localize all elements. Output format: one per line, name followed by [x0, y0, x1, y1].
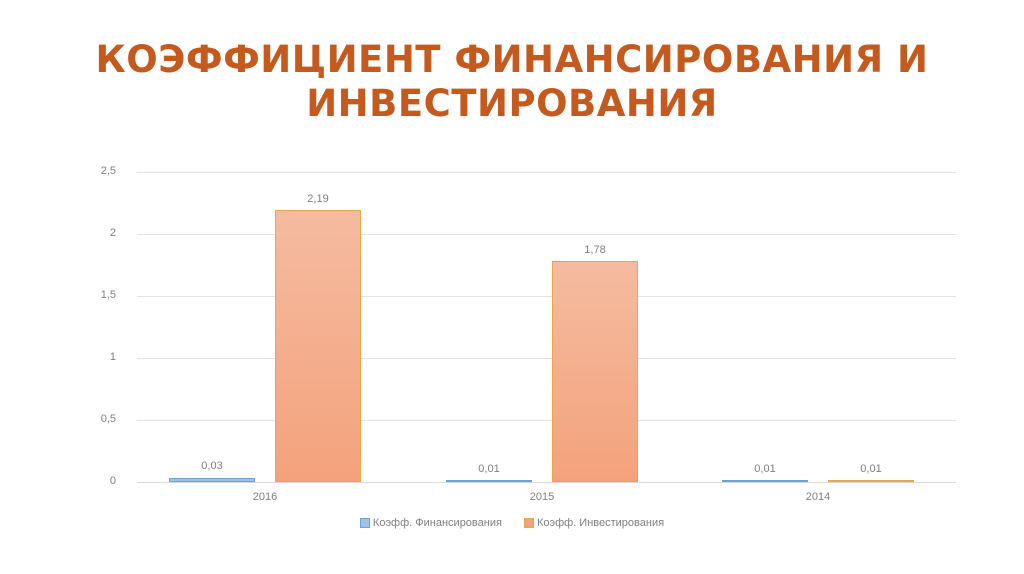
gridline-1 — [137, 358, 956, 359]
bar-inv-2015 — [552, 261, 638, 482]
data-label: 0,01 — [754, 463, 776, 475]
y-tick-label: 0,5 — [100, 413, 116, 425]
y-tick-label: 2,5 — [100, 165, 116, 177]
legend-swatch-orange-icon — [523, 518, 534, 528]
legend-label: Коэфф. Инвестирования — [536, 517, 665, 529]
data-label: 0,03 — [201, 460, 223, 472]
legend-swatch-blue-icon — [359, 518, 370, 528]
gridline-1-5 — [137, 296, 956, 297]
chart-legend: Коэфф. Финансирования Коэфф. Инвестирова… — [0, 517, 1024, 529]
bar-fin-2016 — [169, 478, 255, 482]
gridline-2 — [137, 234, 956, 235]
x-axis-line — [137, 482, 956, 483]
legend-item-inv: Коэфф. Инвестирования — [523, 517, 665, 529]
y-tick-label: 0 — [109, 475, 116, 487]
x-tick-label: 2014 — [805, 491, 831, 503]
slide-title-line-1: КОЭФФИЦИЕНТ ФИНАНСИРОВАНИЯ И — [95, 38, 929, 81]
gridline-0-5 — [137, 420, 956, 421]
slide-title-line-2: ИНВЕСТИРОВАНИЯ — [306, 82, 718, 125]
data-label: 1,78 — [584, 244, 606, 256]
data-label: 0,01 — [860, 463, 882, 475]
bar-fin-2014 — [722, 480, 808, 482]
slide-title: КОЭФФИЦИЕНТ ФИНАНСИРОВАНИЯ И ИНВЕСТИРОВА… — [0, 38, 1024, 126]
bar-inv-2016 — [275, 210, 361, 482]
bar-fin-2015 — [446, 480, 532, 482]
x-tick-label: 2015 — [529, 491, 555, 503]
x-tick-label: 2016 — [252, 491, 278, 503]
legend-label: Коэфф. Финансирования — [372, 517, 502, 529]
gridline-2-5 — [137, 172, 956, 173]
data-label: 2,19 — [307, 193, 329, 205]
legend-item-fin: Коэфф. Финансирования — [359, 517, 502, 529]
y-tick-label: 1 — [109, 351, 116, 363]
data-label: 0,01 — [478, 463, 500, 475]
y-tick-label: 2 — [109, 227, 116, 239]
y-tick-label: 1,5 — [100, 289, 116, 301]
bar-inv-2014 — [828, 480, 914, 482]
